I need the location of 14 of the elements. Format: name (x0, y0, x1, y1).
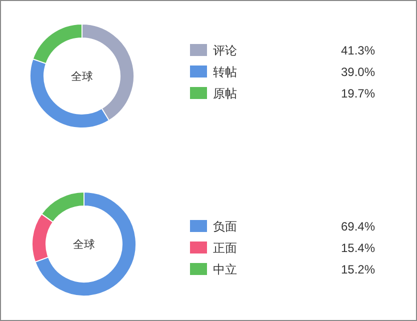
legend-label: 转帖 (213, 65, 237, 79)
data-label: 15.4% (340, 241, 376, 255)
legend-label: 正面 (213, 241, 237, 255)
text: 全球 (73, 238, 95, 251)
data-label: 41.3% (340, 44, 376, 58)
data-label: 19.7% (340, 86, 376, 100)
data-label: 69.4% (340, 220, 376, 234)
legend-label: 负面 (213, 220, 237, 234)
legend-label: 评论 (213, 44, 237, 58)
text: 全球 (71, 70, 93, 83)
legend-label: 原帖 (213, 86, 237, 100)
data-label: 39.0% (340, 65, 376, 79)
legend-label: 中立 (213, 262, 237, 276)
data-label: 15.2% (340, 262, 376, 276)
